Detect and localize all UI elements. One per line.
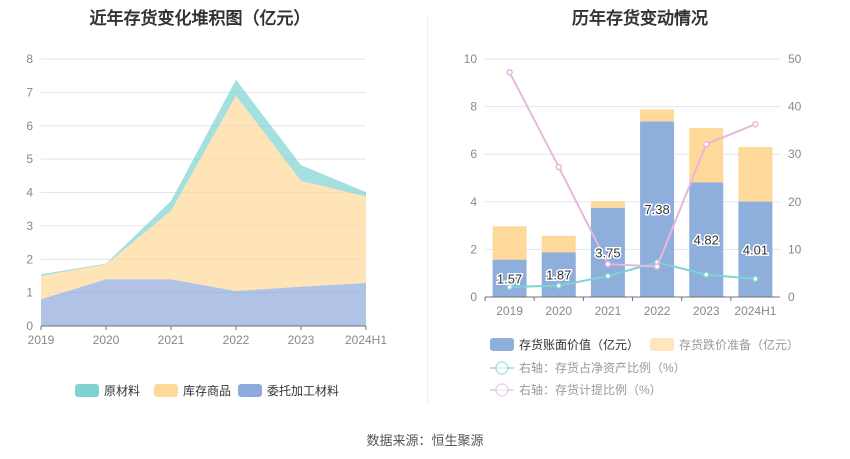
y-tick-label: 0 — [470, 290, 477, 304]
legend-label: 存货跌价准备（亿元） — [679, 337, 799, 352]
line-右轴：存货占净资产比例（%） — [509, 261, 756, 289]
x-tick-label: 2022 — [223, 333, 250, 347]
bar-data-label: 1.57 — [497, 271, 522, 286]
legend-swatch — [650, 338, 674, 351]
legend-swatch — [238, 384, 262, 397]
y-tick-label: 6 — [470, 147, 477, 161]
line-point — [703, 140, 710, 148]
line-point — [604, 272, 612, 280]
x-tick-label: 2023 — [288, 333, 315, 347]
y-tick-label: 2 — [470, 242, 477, 256]
source-label: 数据来源：恒生聚源 — [366, 433, 484, 448]
legend-label: 原材料 — [104, 384, 140, 398]
right-chart-title: 历年存货变动情况 — [572, 9, 708, 28]
y-tick-label: 4 — [26, 186, 33, 200]
legend-label: 右轴：存货占净资产比例（%） — [519, 360, 686, 375]
y-tick-label: 3 — [26, 219, 33, 233]
y-tick-label: 4 — [470, 195, 477, 209]
area-委托加工材料 — [41, 279, 366, 326]
x-tick-label: 2021 — [595, 304, 622, 318]
line-point — [555, 163, 562, 171]
x-tick-label: 2019 — [28, 333, 55, 347]
legend-swatch — [154, 384, 178, 397]
y2-tick-label: 50 — [788, 52, 802, 66]
bar-book-value — [492, 259, 527, 297]
bar-reserve — [492, 226, 527, 260]
bar-reserve — [590, 201, 625, 208]
legend-label: 委托加工材料 — [267, 384, 339, 398]
bar-data-label: 4.01 — [743, 242, 768, 257]
x-tick-label: 2019 — [496, 304, 523, 318]
legend-swatch — [75, 384, 99, 397]
bar-data-label: 7.38 — [644, 202, 669, 217]
legend-label: 存货账面价值（亿元） — [519, 337, 639, 352]
bar-book-value — [689, 182, 724, 297]
area-库存商品 — [41, 95, 366, 300]
y2-tick-label: 30 — [788, 147, 802, 161]
legend-marker — [495, 361, 509, 375]
x-tick-label: 2020 — [93, 333, 120, 347]
x-tick-label: 2022 — [644, 304, 671, 318]
legend-swatch — [490, 338, 514, 351]
y-tick-label: 10 — [464, 52, 478, 66]
line-point — [752, 120, 759, 128]
x-tick-label: 2024H1 — [734, 304, 776, 318]
line-point — [506, 69, 513, 76]
left-chart-title: 近年存货变化堆积图（亿元） — [89, 9, 311, 28]
line-point — [506, 283, 513, 291]
line-point — [604, 260, 612, 268]
y2-tick-label: 0 — [788, 290, 795, 304]
x-tick-label: 2023 — [693, 304, 720, 318]
line-右轴：存货计提比例（%） — [508, 71, 756, 268]
x-tick-label: 2024H1 — [345, 333, 387, 347]
line-point — [653, 263, 661, 270]
x-tick-label: 2020 — [545, 304, 572, 318]
legend-label: 库存商品 — [183, 383, 231, 398]
y-tick-label: 8 — [26, 52, 33, 66]
line-point — [703, 271, 710, 278]
y-tick-label: 1 — [26, 286, 33, 300]
bar-reserve — [738, 147, 773, 202]
x-tick-label: 2021 — [158, 333, 185, 347]
bar-data-label: 3.75 — [595, 245, 620, 260]
y2-tick-label: 40 — [788, 100, 802, 114]
y2-tick-label: 10 — [788, 242, 802, 256]
bar-reserve — [541, 235, 576, 253]
y-tick-label: 0 — [26, 319, 33, 333]
y-tick-label: 8 — [470, 100, 477, 114]
area-原材料 — [41, 79, 366, 276]
bar-reserve — [640, 109, 675, 122]
divider — [427, 15, 428, 405]
bar-book-value — [541, 252, 576, 297]
bar-data-label: 1.87 — [546, 268, 571, 283]
y-tick-label: 2 — [26, 252, 33, 266]
bar-book-value — [590, 207, 625, 297]
legend-label: 右轴：存货计提比例（%） — [519, 382, 662, 397]
line-point — [555, 282, 562, 289]
y-tick-label: 5 — [26, 152, 33, 166]
y-tick-label: 6 — [26, 119, 33, 133]
legend-marker — [495, 383, 509, 397]
y-tick-label: 7 — [26, 85, 33, 99]
line-point — [752, 275, 759, 283]
bar-data-label: 4.82 — [694, 233, 719, 248]
y2-tick-label: 20 — [788, 195, 802, 209]
